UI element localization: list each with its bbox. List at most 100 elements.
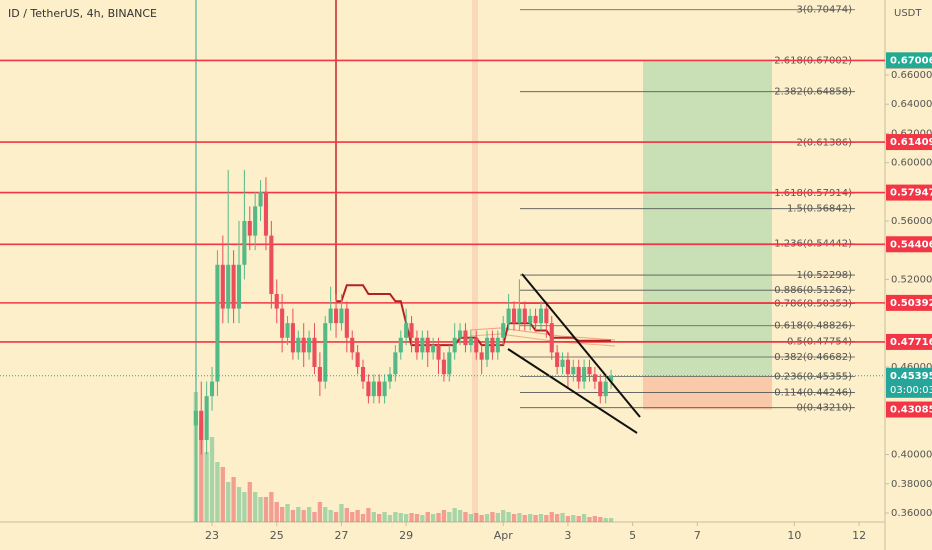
candle-body — [501, 323, 506, 338]
candle-body — [242, 221, 247, 265]
candle-body — [414, 337, 419, 353]
volume-bar — [285, 504, 290, 522]
candle-body — [312, 337, 317, 367]
volume-bar — [430, 514, 436, 522]
volume-bar — [571, 515, 576, 522]
volume-bar — [296, 507, 301, 522]
fib-label: 1.5(0.56842) — [787, 204, 852, 215]
candle-body — [603, 381, 608, 397]
volume-bar — [253, 492, 258, 522]
candle-body — [576, 366, 581, 382]
volume-bar — [247, 482, 252, 522]
candle-body — [274, 293, 279, 309]
volume-bar — [231, 477, 236, 522]
volume-bar — [220, 467, 225, 522]
y-tick-label: 0.62000 — [891, 128, 932, 139]
candle-body — [468, 337, 473, 346]
fib-label: 0(0.43210) — [796, 403, 852, 414]
candle-body — [452, 337, 457, 353]
candle-body — [263, 191, 269, 236]
volume-bar — [226, 482, 231, 522]
candle-body — [447, 352, 452, 375]
candle-body — [209, 381, 215, 397]
candle-body — [236, 264, 242, 309]
volume-bar — [592, 516, 598, 522]
fib-label: 2(0.61386) — [796, 137, 852, 148]
volume-bar — [587, 517, 592, 522]
candle-body — [307, 337, 312, 353]
candle-body — [258, 191, 263, 207]
x-tick-label: 23 — [205, 529, 219, 542]
volume-bar — [436, 513, 441, 522]
candle-body — [479, 352, 484, 360]
volume-bar — [581, 514, 587, 522]
volume-bar — [317, 502, 323, 522]
price-box — [886, 52, 932, 69]
candle-body — [528, 315, 533, 324]
volume-bar — [468, 514, 474, 522]
volume-bar — [549, 512, 554, 522]
fib-label: 2.382(0.64858) — [774, 87, 852, 98]
volume-bar — [215, 462, 220, 522]
target-zone — [643, 60, 772, 377]
candle-body — [555, 352, 560, 367]
price-box-label: 0.54406 — [890, 239, 932, 250]
candle-body — [538, 308, 544, 324]
candle-body — [522, 308, 527, 324]
candle-body — [350, 337, 355, 353]
candle-body — [204, 396, 209, 440]
volume-bar — [398, 513, 403, 522]
volume-bar — [447, 512, 452, 522]
price-box-label: 0.67006 — [890, 55, 932, 66]
candle-body — [193, 410, 198, 426]
x-tick-label: 27 — [334, 529, 348, 542]
volume-bar — [452, 508, 457, 522]
x-tick-label: 5 — [629, 529, 636, 542]
candle-body — [598, 381, 603, 397]
volume-bar — [608, 518, 614, 522]
candle-body — [387, 374, 393, 382]
candle-body — [393, 352, 398, 375]
price-box — [886, 401, 932, 418]
candle-body — [409, 323, 414, 338]
volume-bar — [598, 517, 603, 522]
volume-bar — [209, 437, 215, 522]
volume-bar — [420, 515, 425, 522]
volume-bar — [403, 514, 409, 522]
y-tick-label: 0.52000 — [891, 274, 932, 285]
candle-body — [506, 308, 511, 324]
candle-body — [592, 374, 597, 382]
volume-bar — [328, 510, 333, 522]
volume-bar — [263, 497, 269, 522]
candle-body — [355, 352, 360, 367]
volume-bar — [312, 512, 317, 522]
x-tick-label: 29 — [399, 529, 413, 542]
x-tick-label: 10 — [787, 529, 801, 542]
candle-body — [360, 366, 366, 382]
volume-bar — [522, 515, 527, 522]
candle-body — [253, 206, 258, 236]
candle-body — [517, 308, 522, 324]
y-tick-label: 0.46000 — [891, 362, 932, 373]
price-box-label: 0.61409 — [890, 137, 932, 148]
candle-body — [474, 337, 479, 353]
candle-body — [377, 381, 382, 397]
candle-body — [226, 264, 231, 309]
candle-body — [404, 323, 409, 338]
candle-body — [490, 337, 495, 353]
price-box-label: 0.50392 — [890, 298, 932, 309]
candle-body — [587, 366, 592, 375]
volume-bar — [258, 497, 263, 522]
candle-body — [247, 221, 252, 236]
volume-bar — [409, 513, 414, 522]
candle-body — [484, 337, 490, 360]
candle-body — [571, 366, 576, 375]
fib-label: 0.114(0.44246) — [774, 388, 852, 399]
candle-body — [317, 366, 322, 382]
indicator-line — [469, 327, 616, 341]
volume-bar — [355, 510, 360, 522]
candle-body — [582, 366, 587, 382]
candle-body — [549, 323, 554, 353]
volume-bar — [554, 514, 560, 522]
price-box — [886, 236, 932, 253]
